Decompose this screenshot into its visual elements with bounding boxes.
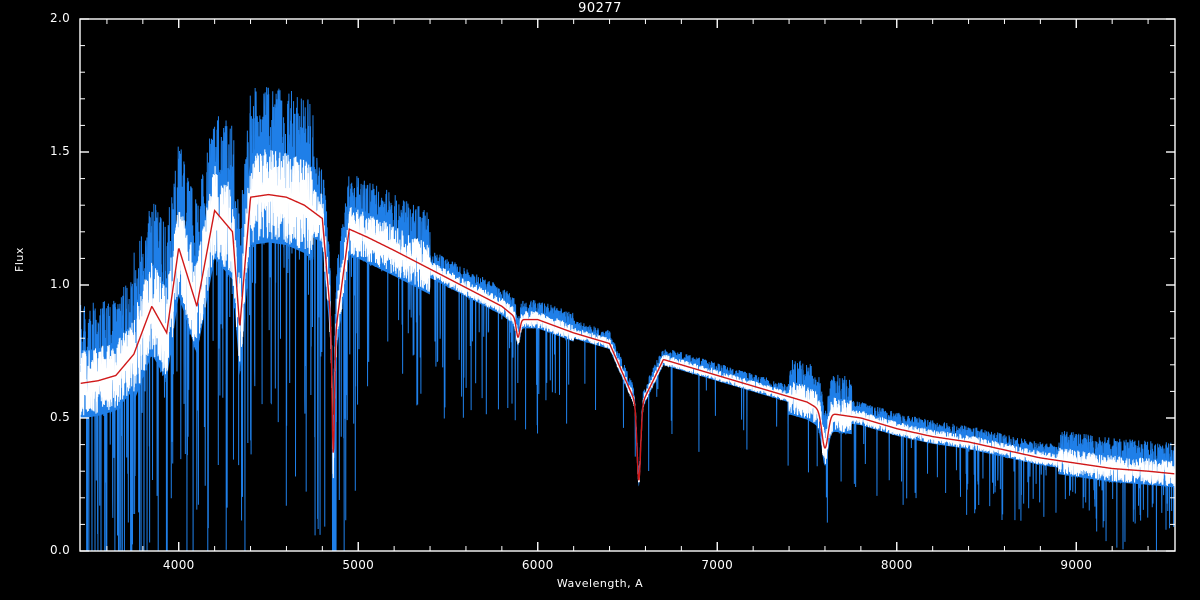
y-tick-label: 1.0 — [50, 277, 70, 291]
x-axis-label: Wavelength, A — [556, 577, 644, 590]
y-tick-label: 0.5 — [50, 410, 70, 424]
x-tick-label: 6000 — [521, 558, 554, 572]
red-model-fit-trace — [79, 193, 1175, 481]
y-tick-label: 0.0 — [50, 543, 70, 557]
x-tick-label: 9000 — [1060, 558, 1093, 572]
y-tick-label: 1.5 — [50, 144, 70, 158]
white-spectrum-trace — [79, 149, 1176, 486]
x-tick-label: 7000 — [701, 558, 734, 572]
page-title: 90277 — [578, 1, 622, 16]
y-tick-label: 2.0 — [50, 11, 70, 25]
x-tick-label: 8000 — [880, 558, 913, 572]
spectrum-white-line — [79, 149, 1176, 486]
x-tick-label: 4000 — [162, 558, 195, 572]
axes-frame — [79, 18, 1176, 552]
x-tick-label: 5000 — [342, 558, 375, 572]
